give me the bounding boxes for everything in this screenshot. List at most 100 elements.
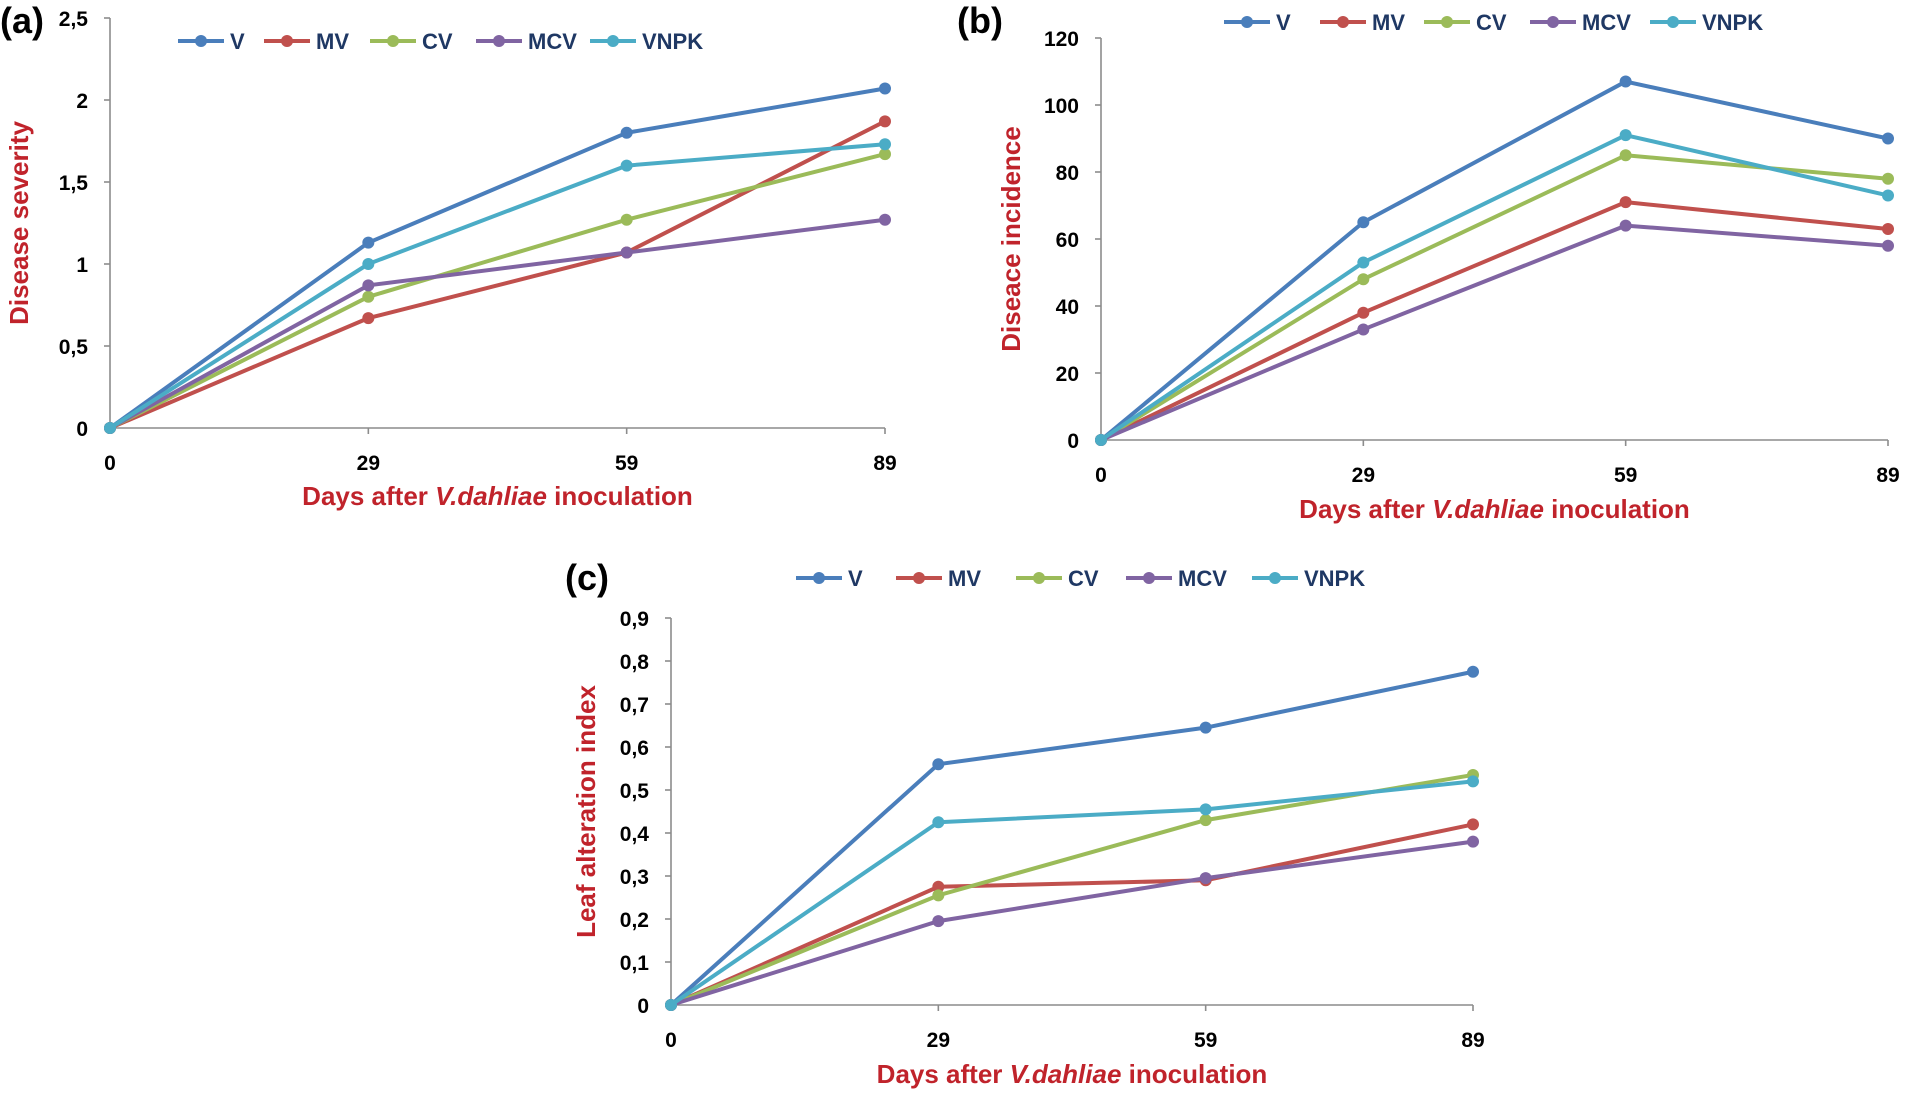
- data-point: [1619, 75, 1632, 88]
- x-axis-title: Days after V.dahliae inoculation: [1299, 494, 1690, 524]
- y-tick-label: 60: [1056, 229, 1079, 252]
- legend-swatch-marker: [1269, 572, 1281, 584]
- x-tick-label: 89: [1876, 464, 1899, 487]
- y-tick-label: 1,5: [59, 172, 89, 195]
- legend-label: MCV: [1178, 566, 1227, 591]
- y-tick-label: 0,3: [620, 866, 649, 889]
- legend-label: CV: [1068, 566, 1099, 591]
- series-vnpk: [104, 138, 891, 434]
- data-point: [1467, 775, 1479, 788]
- x-axis-title: Days after V.dahliae inoculation: [877, 1059, 1268, 1089]
- legend: V MV CV MCV VNPK: [1224, 10, 1763, 35]
- data-point: [1357, 273, 1370, 286]
- data-point: [879, 213, 891, 226]
- data-point: [932, 889, 945, 902]
- legend-label: CV: [422, 29, 453, 54]
- series-line-cv: [670, 772, 1474, 1007]
- data-point: [1357, 216, 1370, 229]
- legend-swatch-marker: [1667, 16, 1679, 28]
- data-point: [620, 126, 633, 139]
- legend-item-mv: MV: [264, 29, 349, 54]
- data-point: [932, 880, 945, 893]
- legend-item-mv: MV: [1320, 10, 1405, 35]
- data-point: [879, 115, 891, 128]
- legend-swatch-marker: [813, 572, 825, 584]
- data-point: [362, 279, 375, 292]
- series-vnpk: [665, 775, 1479, 1011]
- series-line-mv: [109, 119, 886, 430]
- data-point: [1199, 872, 1212, 885]
- x-tick-label: 89: [873, 452, 896, 475]
- legend-swatch-marker: [1033, 572, 1045, 584]
- legend-item-v: V: [1224, 10, 1291, 35]
- x-tick-label: 29: [357, 452, 380, 475]
- y-tick-label: 0,9: [620, 608, 649, 631]
- series-line-v: [669, 669, 1474, 1007]
- panel-label: (b): [957, 0, 1003, 41]
- legend-label: CV: [1476, 10, 1507, 35]
- y-tick-label: 0,7: [620, 694, 649, 717]
- chart-panel-1: 0 0,5 1 1,5 2 2,5 0 29 59 89 (a) V MV CV MCV VNPK Diseas…: [0, 0, 897, 511]
- data-point: [1357, 323, 1370, 336]
- data-point: [620, 159, 633, 172]
- data-point: [879, 138, 891, 151]
- legend-item-mcv: MCV: [1530, 10, 1631, 35]
- data-point: [1199, 721, 1212, 734]
- data-point: [879, 82, 891, 95]
- x-tick-label: 0: [104, 452, 116, 475]
- data-point: [1882, 132, 1894, 145]
- data-point: [932, 915, 945, 928]
- y-tick-label: 0,2: [620, 909, 649, 932]
- data-point: [1882, 189, 1894, 202]
- legend-label: MCV: [528, 29, 577, 54]
- y-tick-label: 1: [76, 254, 88, 277]
- y-tick-label: 0: [76, 418, 88, 441]
- legend-label: MV: [316, 29, 349, 54]
- x-tick-label: 89: [1461, 1029, 1484, 1052]
- data-point: [1882, 239, 1894, 252]
- y-tick-label: 2: [76, 90, 88, 113]
- legend-swatch-marker: [493, 35, 505, 47]
- legend-label: V: [230, 29, 245, 54]
- legend-item-vnpk: VNPK: [590, 29, 703, 54]
- y-tick-label: 0,8: [620, 651, 650, 674]
- series-mcv: [1095, 219, 1894, 446]
- series-cv: [1095, 149, 1894, 446]
- data-point: [104, 422, 116, 434]
- legend-item-cv: CV: [1424, 10, 1507, 35]
- data-point: [1619, 219, 1632, 232]
- series-line-mcv: [109, 217, 886, 430]
- y-tick-label: 0,4: [620, 823, 650, 846]
- legend-label: V: [848, 566, 863, 591]
- x-tick-label: 59: [1614, 464, 1637, 487]
- data-point: [1199, 803, 1212, 816]
- data-point: [1619, 149, 1632, 162]
- data-point: [1882, 222, 1894, 235]
- series-mv: [104, 115, 891, 434]
- y-tick-label: 0,1: [620, 952, 650, 975]
- legend-swatch-marker: [607, 35, 619, 47]
- x-tick-label: 59: [615, 452, 638, 475]
- series-line-vnpk: [669, 779, 1474, 1007]
- data-point: [1095, 434, 1107, 446]
- data-point: [362, 236, 375, 249]
- series-cv: [665, 768, 1479, 1011]
- legend-item-cv: CV: [1016, 566, 1099, 591]
- chart-panel-2: 0 20 40 60 80 100 120 0 29 59 89 (b) V MV CV MCV VNPK Dis…: [957, 0, 1900, 524]
- y-tick-label: 20: [1056, 363, 1079, 386]
- legend-swatch-marker: [1337, 16, 1349, 28]
- series-line-v: [1099, 79, 1889, 442]
- legend-item-v: V: [796, 566, 863, 591]
- legend-item-mcv: MCV: [476, 29, 577, 54]
- series-line-mv: [1100, 200, 1889, 442]
- x-tick-label: 0: [1095, 464, 1107, 487]
- legend-item-v: V: [178, 29, 245, 54]
- series-cv: [104, 148, 891, 434]
- y-tick-label: 0,5: [59, 336, 89, 359]
- legend-swatch-marker: [195, 35, 207, 47]
- series-line-mv: [670, 822, 1474, 1007]
- legend-swatch-marker: [1441, 16, 1453, 28]
- legend-swatch-marker: [281, 35, 293, 47]
- y-tick-label: 0,5: [620, 780, 650, 803]
